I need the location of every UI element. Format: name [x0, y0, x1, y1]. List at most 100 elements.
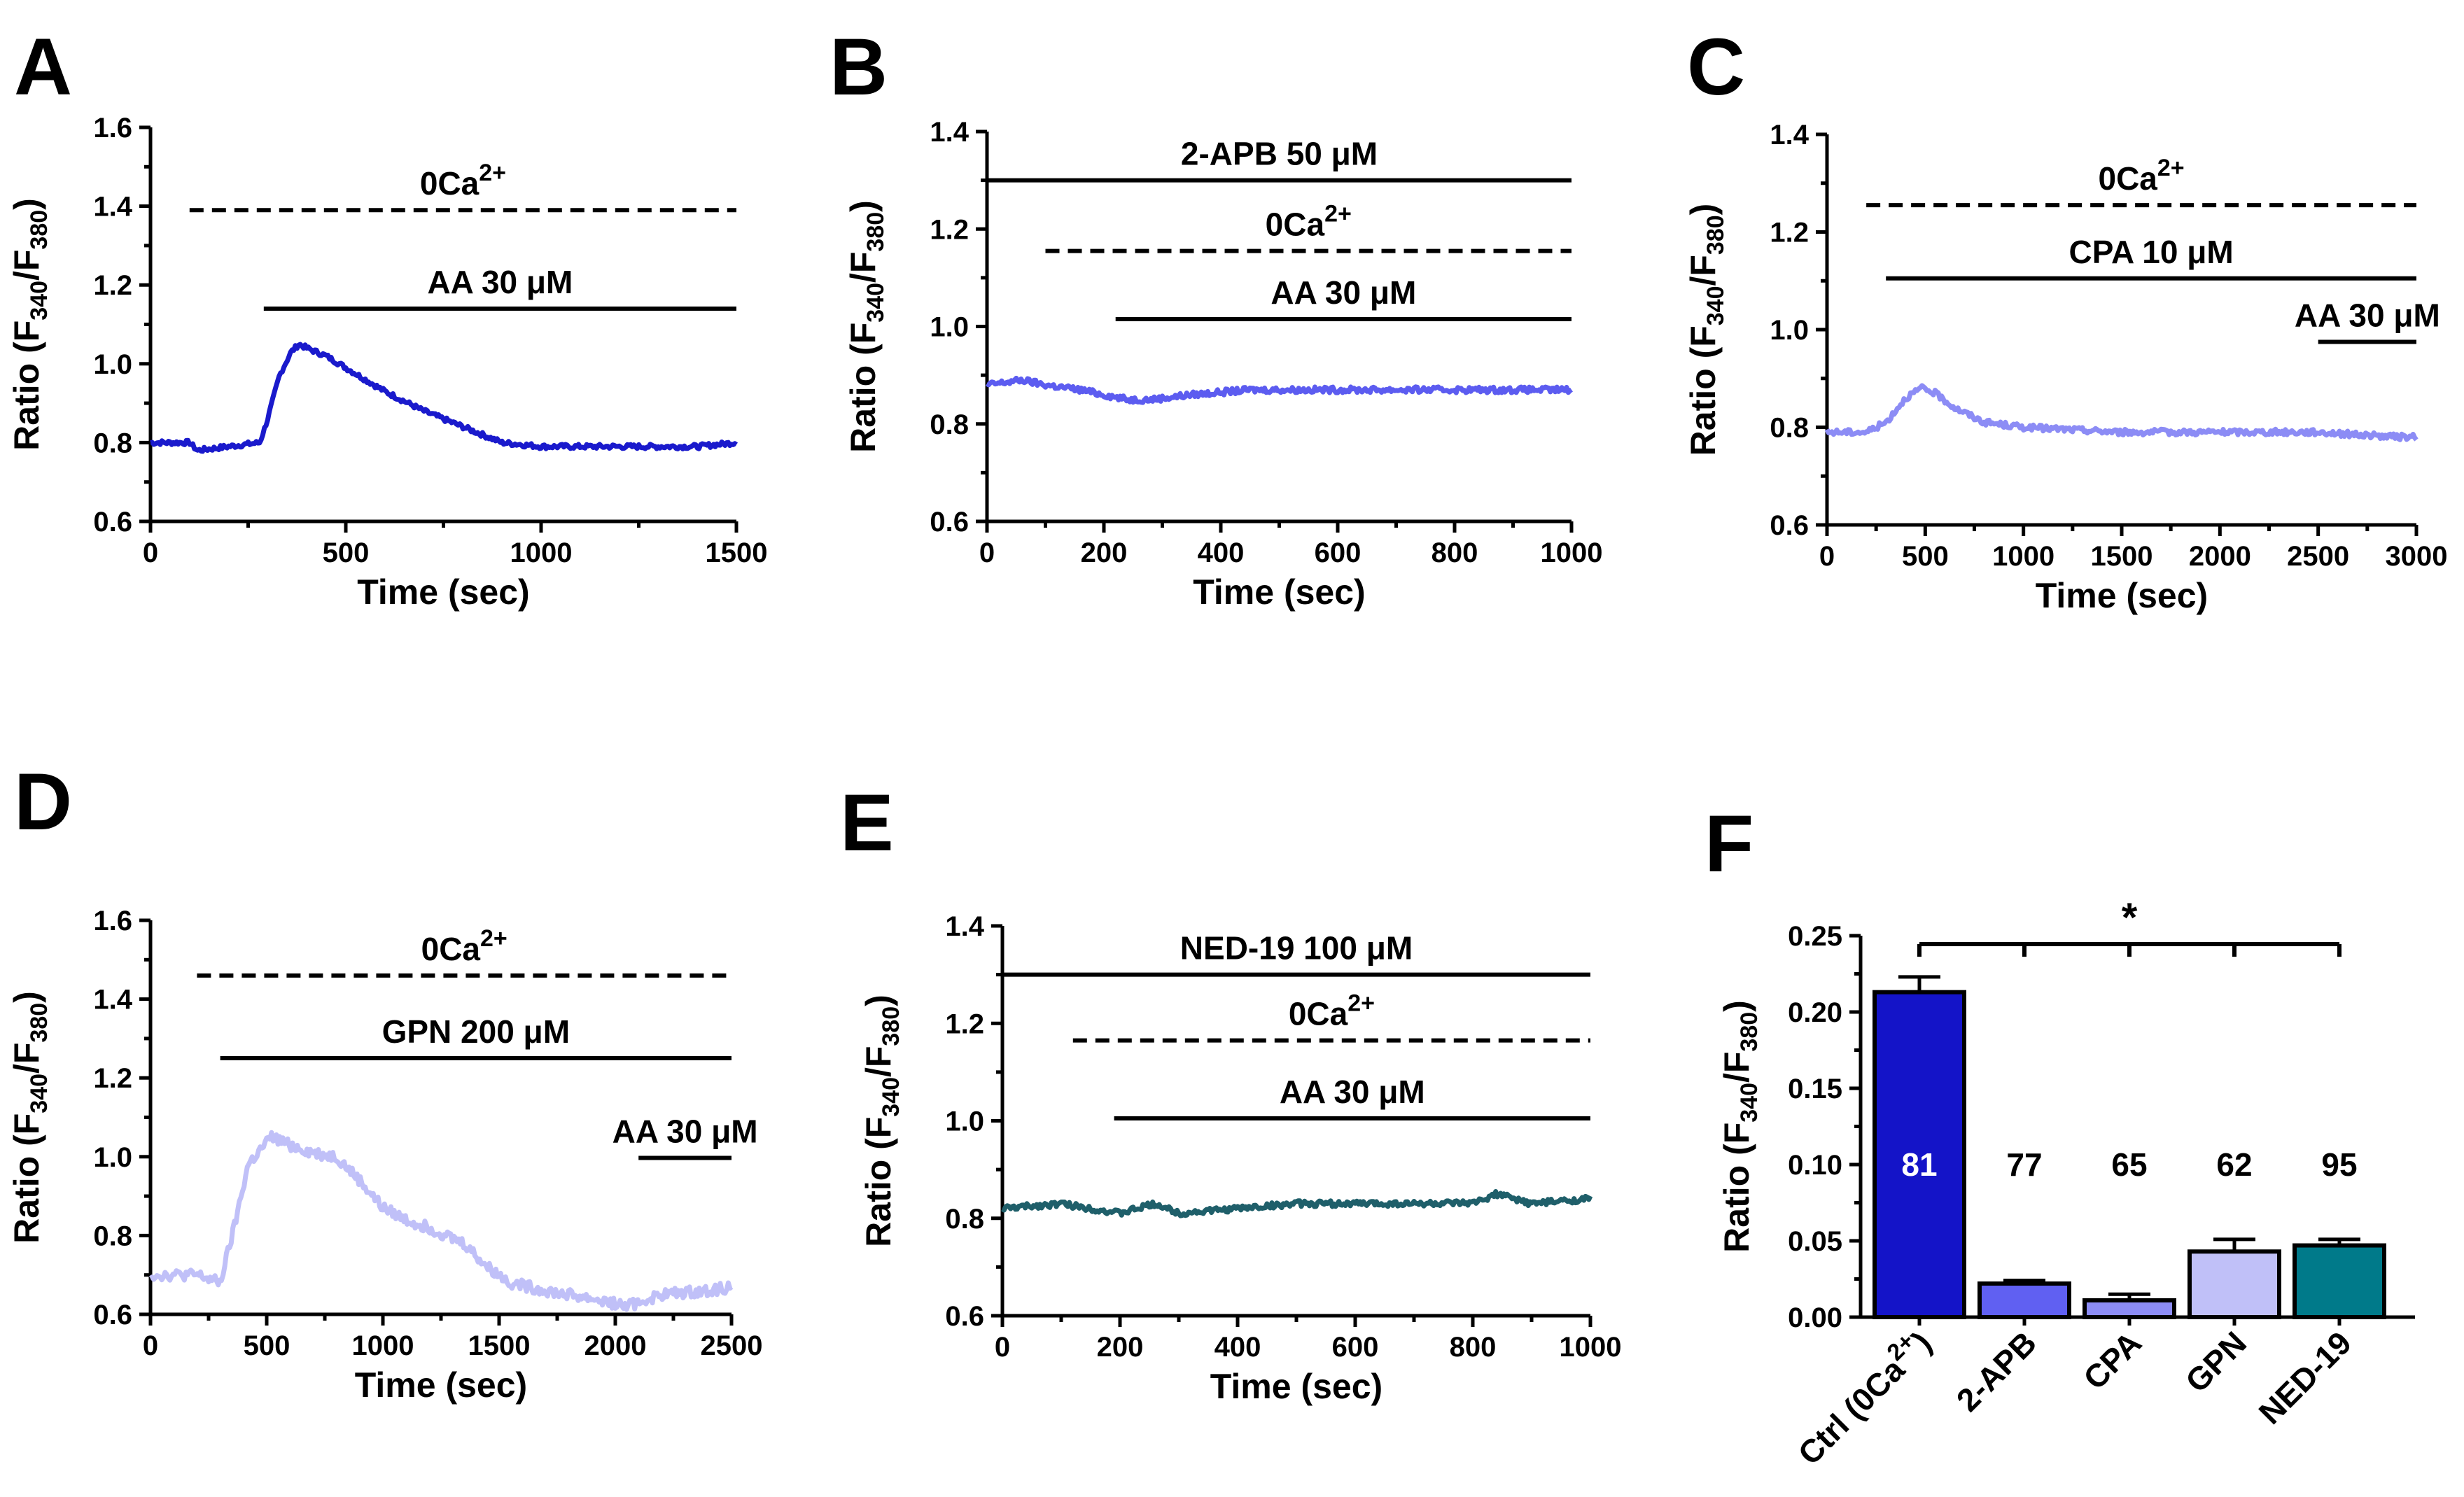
y-tick-label-B: 0.8 — [930, 409, 969, 440]
x-tick-label-D: 2000 — [584, 1330, 647, 1361]
x-tick-label-C: 500 — [1902, 541, 1949, 572]
x-tick-label-C: 1000 — [1992, 541, 2054, 572]
y-axis-label-D: Ratio (F340/F380) — [7, 991, 52, 1244]
x-axis-label-E: Time (sec) — [1210, 1367, 1382, 1406]
x-tick-label-B: 200 — [1081, 537, 1128, 568]
x-tick-label-E: 200 — [1097, 1332, 1144, 1363]
x-tick-label-E: 800 — [1450, 1332, 1497, 1363]
panel-label-B: B — [830, 22, 888, 112]
y-tick-label-A: 0.6 — [93, 507, 132, 537]
treatment-label-B: 0Ca2+ — [1266, 201, 1352, 243]
bar-2 — [2082, 1298, 2176, 1320]
x-tick-label-D: 500 — [244, 1330, 290, 1361]
n-label-0: 81 — [1901, 1146, 1937, 1183]
y-tick-label-C: 0.6 — [1770, 510, 1809, 541]
y-tick-label-B: 1.2 — [930, 214, 969, 245]
treatment-label-C: AA 30 μM — [2295, 297, 2440, 333]
y-axis-label-E: Ratio (F340/F380) — [859, 995, 904, 1247]
bar-1 — [1977, 1281, 2071, 1320]
y-tick-label-A: 1.4 — [93, 192, 132, 223]
bar-0 — [1872, 990, 1966, 1320]
panel-E: E Time (sec) Ratio (F340/F380) 0.6 0.8 1.0… — [840, 778, 1621, 1406]
treatment-label-D: 0Ca2+ — [421, 925, 507, 967]
panel-label-C: C — [1687, 22, 1745, 112]
x-tick-label-B: 1000 — [1541, 537, 1603, 568]
x-axis-label-B: Time (sec) — [1193, 572, 1365, 612]
x-tick-label-C: 0 — [1819, 541, 1835, 572]
x-tick-label-E: 1000 — [1560, 1332, 1622, 1363]
y-tick-label-A: 0.8 — [93, 428, 132, 458]
n-label-1: 77 — [2006, 1146, 2042, 1183]
treatment-label-A: AA 30 μM — [427, 264, 573, 300]
trace-A — [149, 342, 738, 454]
y-tick-label-F: 0.20 — [1788, 997, 1842, 1028]
y-tick-label-D: 1.4 — [93, 985, 132, 1015]
n-label-3: 62 — [2216, 1146, 2252, 1183]
treatment-label-E: 0Ca2+ — [1289, 990, 1375, 1032]
y-tick-label-D: 1.2 — [93, 1063, 132, 1094]
x-tick-label-C: 3000 — [2386, 541, 2448, 572]
y-tick-label-C: 0.8 — [1770, 413, 1809, 444]
y-axis-label-A: Ratio (F340/F380) — [7, 198, 52, 451]
panel-D: D Time (sec) Ratio (F340/F380) 0.6 0.8 1.0… — [7, 757, 762, 1405]
y-tick-label-B: 1.0 — [930, 312, 969, 343]
panel-label-F: F — [1704, 799, 1754, 889]
y-tick-label-F: 0.15 — [1788, 1074, 1842, 1104]
x-tick-label-B: 600 — [1315, 537, 1362, 568]
y-axis-label-C: Ratio (F340/F380) — [1684, 204, 1729, 456]
x-tick-label-A: 1000 — [510, 537, 573, 568]
treatment-label-B: AA 30 μM — [1270, 274, 1416, 311]
category-label-4: NED-19 — [2252, 1324, 2358, 1431]
treatment-label-E: AA 30 μM — [1280, 1074, 1425, 1110]
bar-3 — [2188, 1249, 2281, 1320]
y-tick-label-A: 1.0 — [93, 349, 132, 380]
y-tick-label-B: 1.4 — [930, 117, 969, 148]
treatment-label-D: AA 30 μM — [612, 1113, 758, 1149]
y-tick-label-D: 1.0 — [93, 1142, 132, 1173]
x-axis-label-D: Time (sec) — [355, 1365, 527, 1405]
panel-C: C Time (sec) Ratio (F340/F380) 0.6 0.8 1.0… — [1684, 22, 2447, 615]
y-tick-label-C: 1.0 — [1770, 315, 1809, 346]
panel-label-D: D — [14, 757, 72, 847]
x-tick-label-B: 400 — [1198, 537, 1245, 568]
x-tick-label-C: 2000 — [2189, 541, 2251, 572]
x-tick-label-B: 800 — [1432, 537, 1478, 568]
y-tick-label-E: 1.2 — [945, 1008, 984, 1039]
n-label-4: 95 — [2321, 1146, 2357, 1183]
y-axis-label-F: Ratio (F340/F380) — [1717, 1000, 1763, 1253]
x-axis-label-C: Time (sec) — [2036, 576, 2208, 615]
panel-F: F Ratio (F340/F380) 0.00 0.05 0.10 0.15 0.20… — [1704, 799, 2415, 1472]
category-label-3: GPN — [2178, 1324, 2253, 1399]
x-tick-label-C: 2500 — [2287, 541, 2349, 572]
y-tick-label-F: 0.05 — [1788, 1226, 1842, 1257]
y-tick-label-E: 1.0 — [945, 1106, 984, 1137]
y-axis-label-B: Ratio (F340/F380) — [844, 200, 889, 453]
y-tick-label-F: 0.10 — [1788, 1150, 1842, 1181]
x-tick-label-D: 2500 — [701, 1330, 763, 1361]
n-label-2: 65 — [2111, 1146, 2147, 1183]
panel-A: A Time (sec) Ratio (F340/F380) 0.6 0.8 1.0… — [7, 22, 767, 612]
panel-label-A: A — [14, 22, 72, 112]
y-tick-label-F: 0.25 — [1788, 921, 1842, 952]
x-tick-label-A: 1500 — [706, 537, 768, 568]
y-tick-label-E: 0.8 — [945, 1204, 984, 1235]
y-tick-label-E: 0.6 — [945, 1301, 984, 1332]
treatment-label-E: NED-19 100 μM — [1180, 930, 1413, 967]
treatment-label-C: 0Ca2+ — [2098, 155, 2184, 197]
significance-star: * — [2122, 895, 2138, 941]
category-label-1: 2-APB — [1949, 1324, 2043, 1418]
panel-B: B Time (sec) Ratio (F340/F380) 0.6 0.8 1.0… — [830, 22, 1602, 612]
x-tick-label-E: 400 — [1214, 1332, 1261, 1363]
x-tick-label-D: 1500 — [468, 1330, 531, 1361]
treatment-label-C: CPA 10 μM — [2068, 234, 2233, 270]
x-tick-label-C: 1500 — [2091, 541, 2153, 572]
x-tick-label-B: 0 — [979, 537, 995, 568]
y-tick-label-D: 1.6 — [93, 906, 132, 936]
x-tick-label-A: 500 — [323, 537, 370, 568]
category-label-2: CPA — [2076, 1324, 2148, 1396]
trace-E — [1001, 1189, 1593, 1218]
trace-B — [985, 375, 1573, 405]
x-tick-label-E: 600 — [1332, 1332, 1379, 1363]
treatment-label-A: 0Ca2+ — [420, 160, 506, 202]
bar-4 — [2292, 1243, 2386, 1320]
